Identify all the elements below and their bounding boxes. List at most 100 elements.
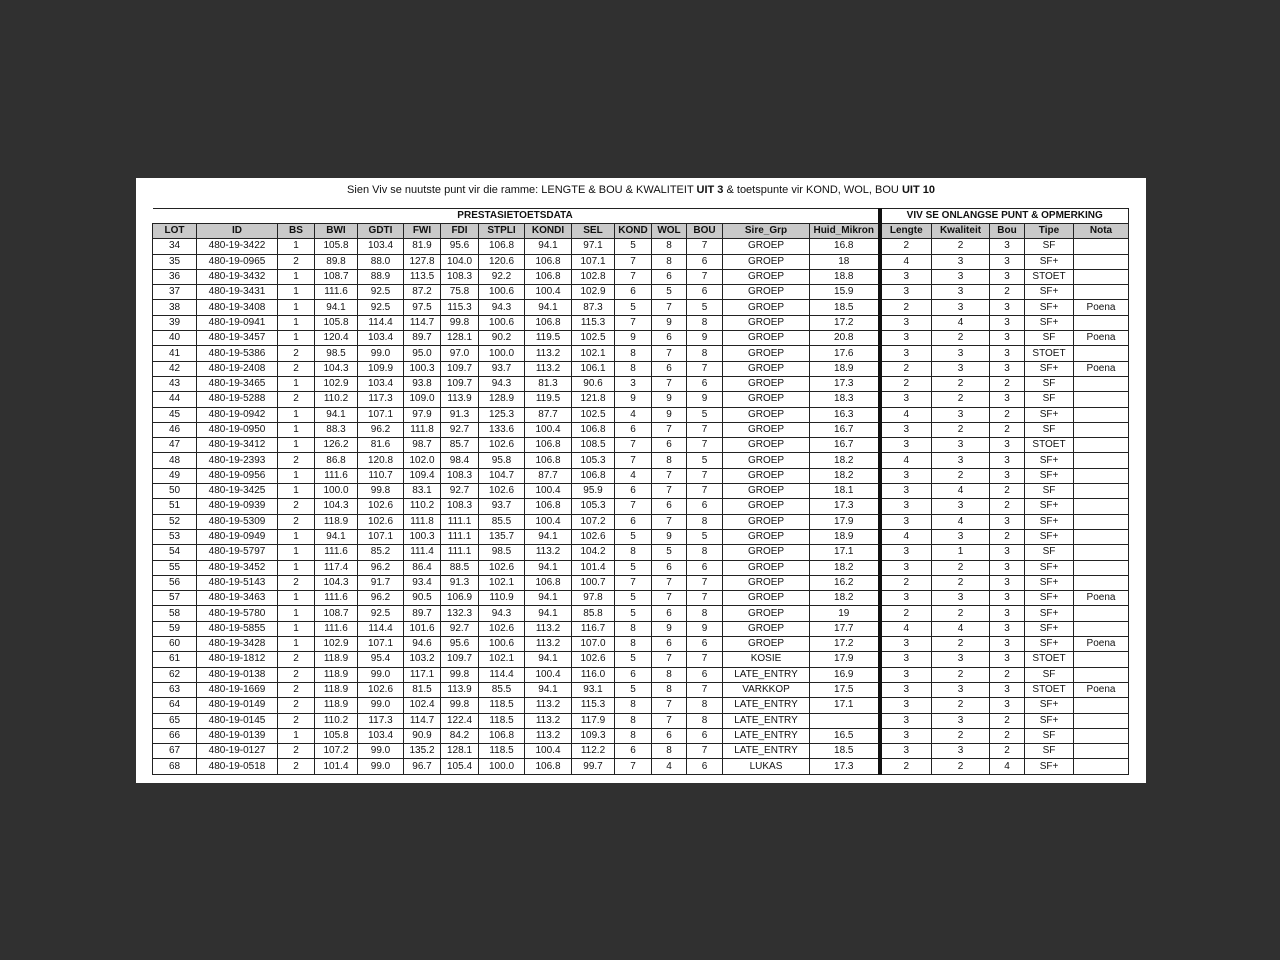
cell-kond: 8 — [614, 360, 652, 377]
cell-tipe: SF+ — [1024, 513, 1074, 530]
cell-kond: 6 — [614, 284, 652, 301]
cell-stpli: 100.0 — [478, 758, 525, 775]
cell-lot: 55 — [152, 559, 197, 576]
cell-bou: 7 — [686, 681, 723, 699]
cell-stpli: 118.5 — [478, 712, 525, 729]
cell-kwaliteit: 2 — [931, 375, 990, 393]
cell-kwaliteit: 2 — [931, 421, 990, 439]
cell-sire-grp: VARKKOP — [722, 681, 810, 699]
cell-fwi: 101.6 — [403, 620, 441, 638]
table-row: 63 480-19-1669 2 118.9 102.6 81.5 113.9 85.5 94.… — [152, 681, 1129, 699]
cell-gdti: 88.0 — [357, 253, 404, 270]
cell-bs: 1 — [277, 238, 315, 255]
cell-lot: 39 — [152, 314, 197, 332]
cell-id: 480-19-5780 — [196, 605, 278, 622]
table-row: 68 480-19-0518 2 101.4 99.0 96.7 105.4 100.0 106… — [152, 758, 1129, 775]
cell-fdi: 95.6 — [440, 636, 479, 653]
cell-bs: 1 — [277, 559, 315, 576]
ram-data-table: PRESTASIETOETSDATA VIV SE ONLANGSE PUNT … — [152, 208, 1129, 775]
cell-fdi: 111.1 — [440, 513, 479, 530]
cell-bou: 8 — [686, 513, 723, 530]
cell-kwaliteit: 4 — [931, 513, 990, 530]
cell-kondi: 100.4 — [524, 666, 572, 683]
cell-stpli: 92.2 — [478, 268, 525, 286]
column-header-bou: Bou — [989, 222, 1025, 240]
cell-sire-grp: GROEP — [722, 314, 810, 332]
cell-nota — [1073, 391, 1129, 408]
cell-kwaliteit: 3 — [931, 743, 990, 760]
cell-bs: 1 — [277, 330, 315, 347]
cell-bs: 2 — [277, 681, 315, 699]
cell-fwi: 109.4 — [403, 467, 441, 485]
cell-bou: 6 — [686, 666, 723, 683]
table-row: 54 480-19-5797 1 111.6 85.2 111.4 111.1 98.5 113… — [152, 544, 1129, 561]
cell-bou: 9 — [686, 330, 723, 347]
cell-wol: 6 — [651, 268, 687, 286]
cell-id: 480-19-2393 — [196, 452, 278, 469]
cell-bs: 2 — [277, 574, 315, 592]
cell-bou: 7 — [686, 238, 723, 255]
cell-lengte: 3 — [877, 437, 932, 454]
title-segment: & toetspunte vir KOND, WOL, BOU — [723, 184, 902, 196]
cell-kwaliteit: 2 — [931, 559, 990, 576]
cell-fwi: 96.7 — [403, 758, 441, 775]
cell-bwi: 105.8 — [314, 727, 358, 745]
cell-wol: 7 — [651, 697, 687, 714]
cell-wol: 6 — [651, 360, 687, 377]
cell-bs: 1 — [277, 483, 315, 500]
cell-tipe: SF+ — [1024, 452, 1074, 469]
cell-lot: 42 — [152, 360, 197, 377]
cell-stpli: 106.8 — [478, 727, 525, 745]
cell-gdti: 96.2 — [357, 559, 404, 576]
cell-sire-grp: GROEP — [722, 620, 810, 638]
cell-wol: 8 — [651, 666, 687, 683]
cell-bou: 3 — [989, 605, 1025, 622]
cell-wol: 8 — [651, 452, 687, 469]
cell-kond: 6 — [614, 666, 652, 683]
cell-stpli: 94.3 — [478, 299, 525, 316]
cell-bwi: 111.6 — [314, 620, 358, 638]
cell-wol: 7 — [651, 375, 687, 393]
cell-kondi: 119.5 — [524, 391, 572, 408]
cell-bs: 2 — [277, 666, 315, 683]
cell-lot: 58 — [152, 605, 197, 622]
cell-kwaliteit: 3 — [931, 345, 990, 362]
table-row: 50 480-19-3425 1 100.0 99.8 83.1 92.7 102.6 100.… — [152, 483, 1129, 500]
cell-kondi: 113.2 — [524, 697, 572, 714]
cell-bwi: 107.2 — [314, 743, 358, 760]
cell-lengte: 3 — [877, 345, 932, 362]
table-row: 47 480-19-3412 1 126.2 81.6 98.7 85.7 102.6 106.… — [152, 437, 1129, 454]
cell-bwi: 118.9 — [314, 681, 358, 699]
cell-nota — [1073, 314, 1129, 332]
cell-gdti: 117.3 — [357, 391, 404, 408]
cell-lot: 46 — [152, 421, 197, 439]
cell-gdti: 92.5 — [357, 605, 404, 622]
cell-bwi: 102.9 — [314, 636, 358, 653]
cell-kond: 5 — [614, 528, 652, 546]
cell-id: 480-19-3452 — [196, 559, 278, 576]
cell-lot: 65 — [152, 712, 197, 729]
table-row: 65 480-19-0145 2 110.2 117.3 114.7 122.4 118.5 1… — [152, 712, 1129, 729]
cell-kond: 8 — [614, 727, 652, 745]
cell-lot: 67 — [152, 743, 197, 760]
cell-gdti: 99.0 — [357, 666, 404, 683]
cell-huid-mikron: 16.7 — [809, 437, 880, 454]
cell-kondi: 106.8 — [524, 452, 572, 469]
cell-kondi: 87.7 — [524, 467, 572, 485]
cell-tipe: SF — [1024, 483, 1074, 500]
cell-lengte: 4 — [877, 528, 932, 546]
cell-bwi: 111.6 — [314, 284, 358, 301]
cell-kondi: 106.8 — [524, 758, 572, 775]
cell-kwaliteit: 3 — [931, 712, 990, 729]
cell-kondi: 106.8 — [524, 314, 572, 332]
table-row: 56 480-19-5143 2 104.3 91.7 93.4 91.3 102.1 106.… — [152, 574, 1129, 592]
cell-sire-grp: GROEP — [722, 360, 810, 377]
cell-kondi: 100.4 — [524, 421, 572, 439]
cell-bwi: 94.1 — [314, 299, 358, 316]
cell-tipe: SF — [1024, 544, 1074, 561]
cell-wol: 8 — [651, 238, 687, 255]
cell-bs: 1 — [277, 605, 315, 622]
table-row: 41 480-19-5386 2 98.5 99.0 95.0 97.0 100.0 113.2… — [152, 345, 1129, 362]
cell-bwi: 89.8 — [314, 253, 358, 270]
cell-fdi: 92.7 — [440, 483, 479, 500]
